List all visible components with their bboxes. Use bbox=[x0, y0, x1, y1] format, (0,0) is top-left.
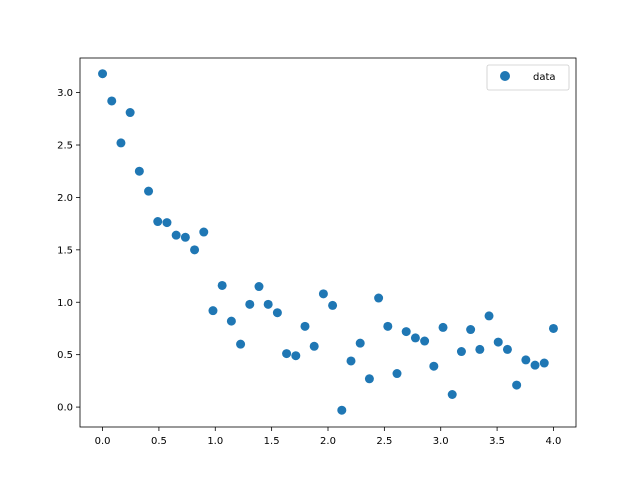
data-point bbox=[226, 316, 236, 326]
data-point bbox=[484, 311, 494, 321]
x-tick-label: 2.0 bbox=[320, 436, 336, 447]
data-point bbox=[236, 339, 246, 349]
data-point bbox=[318, 289, 328, 299]
data-point bbox=[420, 336, 430, 346]
data-point bbox=[548, 323, 558, 333]
data-point bbox=[401, 327, 411, 337]
x-tick-label: 2.5 bbox=[376, 436, 392, 447]
data-point bbox=[374, 293, 384, 303]
x-tick-label: 3.5 bbox=[489, 436, 505, 447]
legend-box bbox=[486, 64, 570, 91]
data-point bbox=[190, 245, 200, 255]
data-point bbox=[217, 280, 227, 290]
data-point bbox=[254, 282, 264, 292]
data-point bbox=[98, 69, 108, 79]
data-point bbox=[364, 374, 374, 384]
data-point bbox=[272, 308, 282, 318]
data-point bbox=[291, 351, 301, 361]
data-point bbox=[245, 299, 255, 309]
data-point bbox=[125, 108, 135, 118]
legend-marker bbox=[500, 71, 510, 81]
y-tick-label: 0.0 bbox=[57, 403, 73, 414]
data-point bbox=[107, 96, 117, 106]
data-point bbox=[475, 344, 485, 354]
points-layer bbox=[98, 69, 558, 415]
data-point bbox=[282, 349, 292, 359]
y-tick-label: 1.5 bbox=[57, 245, 73, 256]
data-point bbox=[144, 186, 154, 196]
y-tick-label: 3.0 bbox=[57, 88, 73, 99]
data-point bbox=[171, 230, 181, 240]
data-point bbox=[355, 338, 365, 348]
data-point bbox=[392, 369, 402, 379]
legend-label: data bbox=[533, 72, 556, 83]
y-tick-label: 2.0 bbox=[57, 193, 73, 204]
x-tick-label: 1.0 bbox=[207, 436, 223, 447]
data-point bbox=[466, 325, 476, 335]
data-point bbox=[116, 138, 126, 148]
data-point bbox=[162, 218, 172, 228]
data-point bbox=[447, 390, 457, 400]
data-point bbox=[337, 405, 347, 415]
data-point bbox=[328, 300, 338, 310]
data-point bbox=[429, 361, 439, 371]
data-point bbox=[530, 360, 540, 370]
y-tick-label: 2.5 bbox=[57, 141, 73, 152]
y-tick-label: 0.5 bbox=[57, 350, 73, 361]
x-tick-label: 3.0 bbox=[433, 436, 449, 447]
data-point bbox=[199, 227, 209, 237]
axes-frame bbox=[79, 57, 577, 428]
data-point bbox=[410, 333, 420, 343]
x-tick-label: 0.0 bbox=[95, 436, 111, 447]
data-point bbox=[263, 299, 273, 309]
data-point bbox=[180, 232, 190, 242]
legend: data bbox=[486, 64, 570, 91]
data-point bbox=[346, 356, 356, 366]
data-point bbox=[309, 341, 319, 351]
data-point bbox=[539, 358, 549, 368]
x-tick-label: 0.5 bbox=[151, 436, 167, 447]
data-point bbox=[493, 337, 503, 347]
y-axis: 0.0 0.5 1.0 1.5 2.0 2.5 3.0 bbox=[57, 88, 80, 414]
data-point bbox=[383, 321, 393, 331]
data-point bbox=[521, 355, 531, 365]
data-point bbox=[456, 347, 466, 357]
data-point bbox=[502, 344, 512, 354]
data-point bbox=[208, 306, 218, 316]
data-point bbox=[512, 380, 522, 390]
x-tick-label: 1.5 bbox=[264, 436, 280, 447]
y-tick-label: 1.0 bbox=[57, 298, 73, 309]
data-point bbox=[300, 321, 310, 331]
data-point bbox=[153, 217, 163, 227]
data-point bbox=[438, 322, 448, 332]
x-axis: 0.0 0.5 1.0 1.5 2.0 2.5 3.0 3.5 4.0 bbox=[95, 427, 562, 447]
data-point bbox=[134, 166, 144, 176]
x-tick-label: 4.0 bbox=[546, 436, 562, 447]
